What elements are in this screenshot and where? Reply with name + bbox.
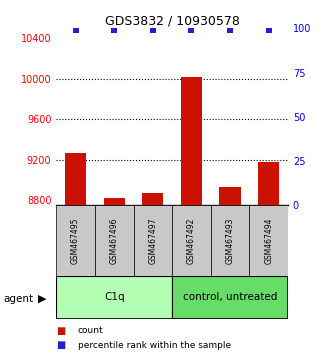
Bar bbox=[181, 77, 202, 205]
Bar bbox=[172, 205, 211, 276]
Text: GSM467493: GSM467493 bbox=[225, 217, 235, 264]
Bar bbox=[211, 205, 249, 276]
Bar bbox=[95, 205, 133, 276]
Point bbox=[227, 27, 233, 33]
Text: GSM467496: GSM467496 bbox=[110, 217, 119, 264]
Title: GDS3832 / 10930578: GDS3832 / 10930578 bbox=[105, 14, 240, 27]
Bar bbox=[56, 205, 95, 276]
Point bbox=[189, 27, 194, 33]
Bar bbox=[172, 276, 288, 319]
Bar bbox=[249, 205, 288, 276]
Text: count: count bbox=[78, 326, 103, 336]
Text: control, untreated: control, untreated bbox=[183, 292, 277, 302]
Point bbox=[266, 27, 271, 33]
Text: agent: agent bbox=[3, 294, 33, 304]
Point bbox=[73, 27, 78, 33]
Text: C1q: C1q bbox=[104, 292, 124, 302]
Text: ▶: ▶ bbox=[38, 294, 47, 304]
Text: GSM467495: GSM467495 bbox=[71, 217, 80, 264]
Text: GSM467494: GSM467494 bbox=[264, 217, 273, 264]
Point bbox=[112, 27, 117, 33]
Point bbox=[150, 27, 156, 33]
Bar bbox=[142, 193, 164, 205]
Text: ■: ■ bbox=[56, 326, 66, 336]
Bar bbox=[219, 187, 241, 205]
Text: GSM467492: GSM467492 bbox=[187, 217, 196, 264]
Bar bbox=[258, 162, 279, 205]
Bar bbox=[104, 199, 125, 205]
Bar bbox=[133, 205, 172, 276]
Bar bbox=[65, 153, 86, 205]
Text: percentile rank within the sample: percentile rank within the sample bbox=[78, 341, 231, 350]
Text: ■: ■ bbox=[56, 340, 66, 350]
Bar bbox=[56, 276, 172, 319]
Text: GSM467497: GSM467497 bbox=[148, 217, 157, 264]
